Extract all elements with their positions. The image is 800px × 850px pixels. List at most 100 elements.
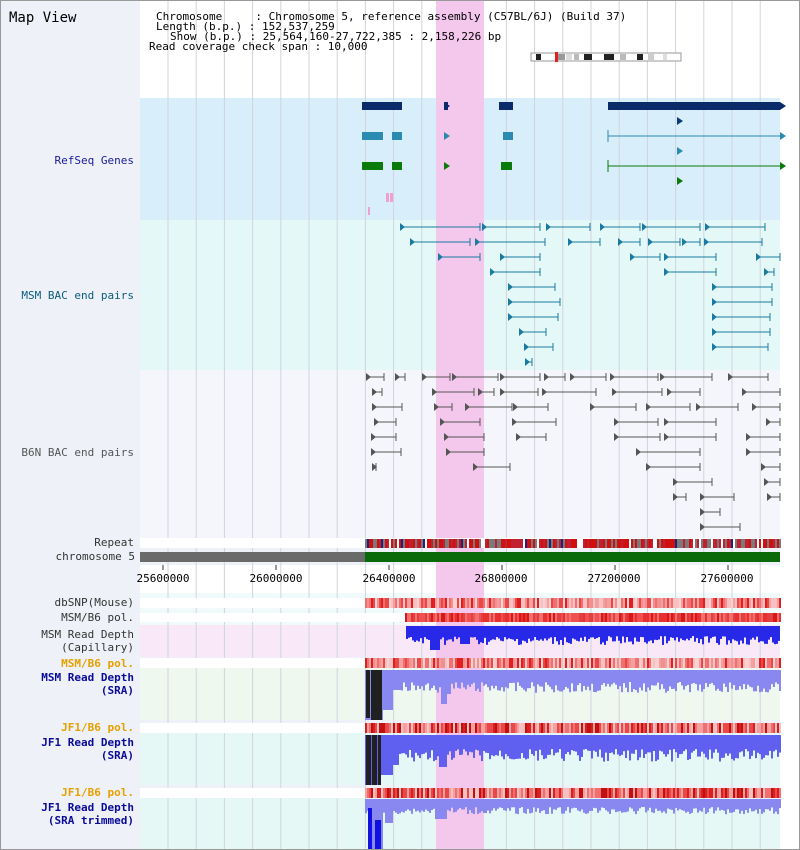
track-label-msm-b6-pol-2[interactable]: MSM/B6 pol. xyxy=(61,657,134,670)
pol-strip-cell xyxy=(729,788,731,798)
repeat-element xyxy=(779,539,781,548)
read-depth-bar xyxy=(597,799,599,813)
pol-strip-cell xyxy=(607,723,609,733)
repeat-element xyxy=(379,539,381,548)
read-depth-bar xyxy=(636,626,638,642)
repeat-element xyxy=(741,539,743,548)
read-depth-bar xyxy=(397,799,399,815)
read-depth-bar xyxy=(753,799,755,812)
bac-end-marker xyxy=(570,373,575,381)
pol-strip-cell xyxy=(545,613,547,622)
pol-strip-cell xyxy=(391,598,393,608)
pol-strip-cell xyxy=(427,598,429,608)
repeat-element xyxy=(603,539,605,548)
read-depth-bar xyxy=(714,626,716,637)
pol-strip-cell xyxy=(585,723,587,733)
track-label-chromosome[interactable]: chromosome 5 xyxy=(55,550,135,563)
track-label-msm-depth-sra[interactable]: MSM Read Depth xyxy=(41,671,134,684)
read-depth-bar xyxy=(633,799,635,812)
read-depth-bar xyxy=(511,735,513,760)
pol-strip-cell xyxy=(535,658,537,668)
pol-strip-cell xyxy=(593,788,595,798)
pol-strip-cell xyxy=(695,723,697,733)
repeat-element xyxy=(719,539,721,548)
pol-strip-cell xyxy=(555,788,557,798)
pol-strip-cell xyxy=(469,598,471,608)
pol-strip-cell xyxy=(369,788,371,798)
pol-strip-cell xyxy=(777,598,779,608)
track-label-msm-bac[interactable]: MSM BAC end pairs xyxy=(21,289,134,302)
bac-end-marker xyxy=(756,253,761,261)
read-depth-bar xyxy=(755,670,757,692)
read-depth-bar xyxy=(395,799,397,813)
read-depth-bar xyxy=(442,626,444,638)
track-label-jf1-b6-pol-1[interactable]: JF1/B6 pol. xyxy=(61,721,134,734)
read-depth-bar xyxy=(725,799,727,815)
track-label-jf1-depth-sra[interactable]: JF1 Read Depth xyxy=(41,736,134,749)
track-label-b6n-bac[interactable]: B6N BAC end pairs xyxy=(21,446,134,459)
pol-strip-cell xyxy=(773,788,775,798)
repeat-element xyxy=(683,539,685,548)
repeat-element xyxy=(677,539,679,548)
read-depth-bar xyxy=(529,799,531,814)
read-depth-bar xyxy=(498,626,500,639)
pol-strip-cell xyxy=(611,658,613,668)
read-depth-bar xyxy=(748,626,750,645)
pol-strip-cell xyxy=(583,723,585,733)
pol-strip-cell xyxy=(643,723,645,733)
read-depth-bar xyxy=(511,799,513,808)
track-label-dbsnp[interactable]: dbSNP(Mouse) xyxy=(54,596,134,609)
refseq-small-gene xyxy=(368,207,370,215)
pol-strip-cell xyxy=(419,788,421,798)
pol-strip-cell xyxy=(773,723,775,733)
repeat-element xyxy=(435,539,437,548)
pol-strip-cell xyxy=(479,723,481,733)
pol-strip-cell xyxy=(405,613,407,622)
pol-strip-cell xyxy=(553,788,555,798)
read-depth-bar xyxy=(581,735,583,757)
bac-end-marker xyxy=(648,238,653,246)
pol-strip-cell xyxy=(501,613,503,622)
pol-strip-cell xyxy=(603,658,605,668)
read-depth-bar xyxy=(435,799,437,819)
read-depth-bar xyxy=(439,799,441,819)
read-depth-bar xyxy=(383,670,385,710)
pol-strip-cell xyxy=(499,613,501,622)
read-depth-bar xyxy=(503,670,505,692)
read-depth-bar xyxy=(550,626,552,638)
pol-strip-cell xyxy=(721,658,723,668)
pol-strip-cell xyxy=(597,658,599,668)
pol-strip-cell xyxy=(563,598,565,608)
track-label-msm-depth-cap[interactable]: MSM Read Depth xyxy=(41,628,134,641)
read-depth-bar xyxy=(414,626,416,642)
pol-strip-cell xyxy=(445,613,447,622)
pol-strip-cell xyxy=(523,613,525,622)
read-depth-bar xyxy=(739,735,741,753)
pol-strip-cell xyxy=(489,613,491,622)
pol-strip-cell xyxy=(543,613,545,622)
read-depth-bar xyxy=(523,670,525,690)
read-depth-bar xyxy=(619,799,621,812)
repeat-element xyxy=(717,539,719,548)
pol-strip-cell xyxy=(743,788,745,798)
pol-strip-cell xyxy=(769,598,771,608)
track-label-repeat[interactable]: Repeat xyxy=(94,536,134,549)
pol-strip-cell xyxy=(451,723,453,733)
track-label-jf1-b6-pol-2[interactable]: JF1/B6 pol. xyxy=(61,786,134,799)
read-depth-bar xyxy=(557,670,559,691)
pol-strip-cell xyxy=(621,788,623,798)
pol-strip-cell xyxy=(443,788,445,798)
pol-strip-cell xyxy=(369,598,371,608)
repeat-element xyxy=(467,539,469,548)
read-depth-high xyxy=(376,670,382,720)
read-depth-bar xyxy=(766,626,768,644)
pol-strip-cell xyxy=(717,658,719,668)
track-label-refseq[interactable]: RefSeq Genes xyxy=(54,154,134,167)
read-depth-bar xyxy=(740,626,742,641)
pol-strip-cell xyxy=(669,788,671,798)
read-depth-bar xyxy=(431,670,433,689)
track-label-jf1-depth-trim[interactable]: JF1 Read Depth xyxy=(41,801,134,814)
track-label-msm-b6-pol-1[interactable]: MSM/B6 pol. xyxy=(61,611,134,624)
pol-strip-cell xyxy=(509,613,511,622)
pol-strip-cell xyxy=(497,723,499,733)
